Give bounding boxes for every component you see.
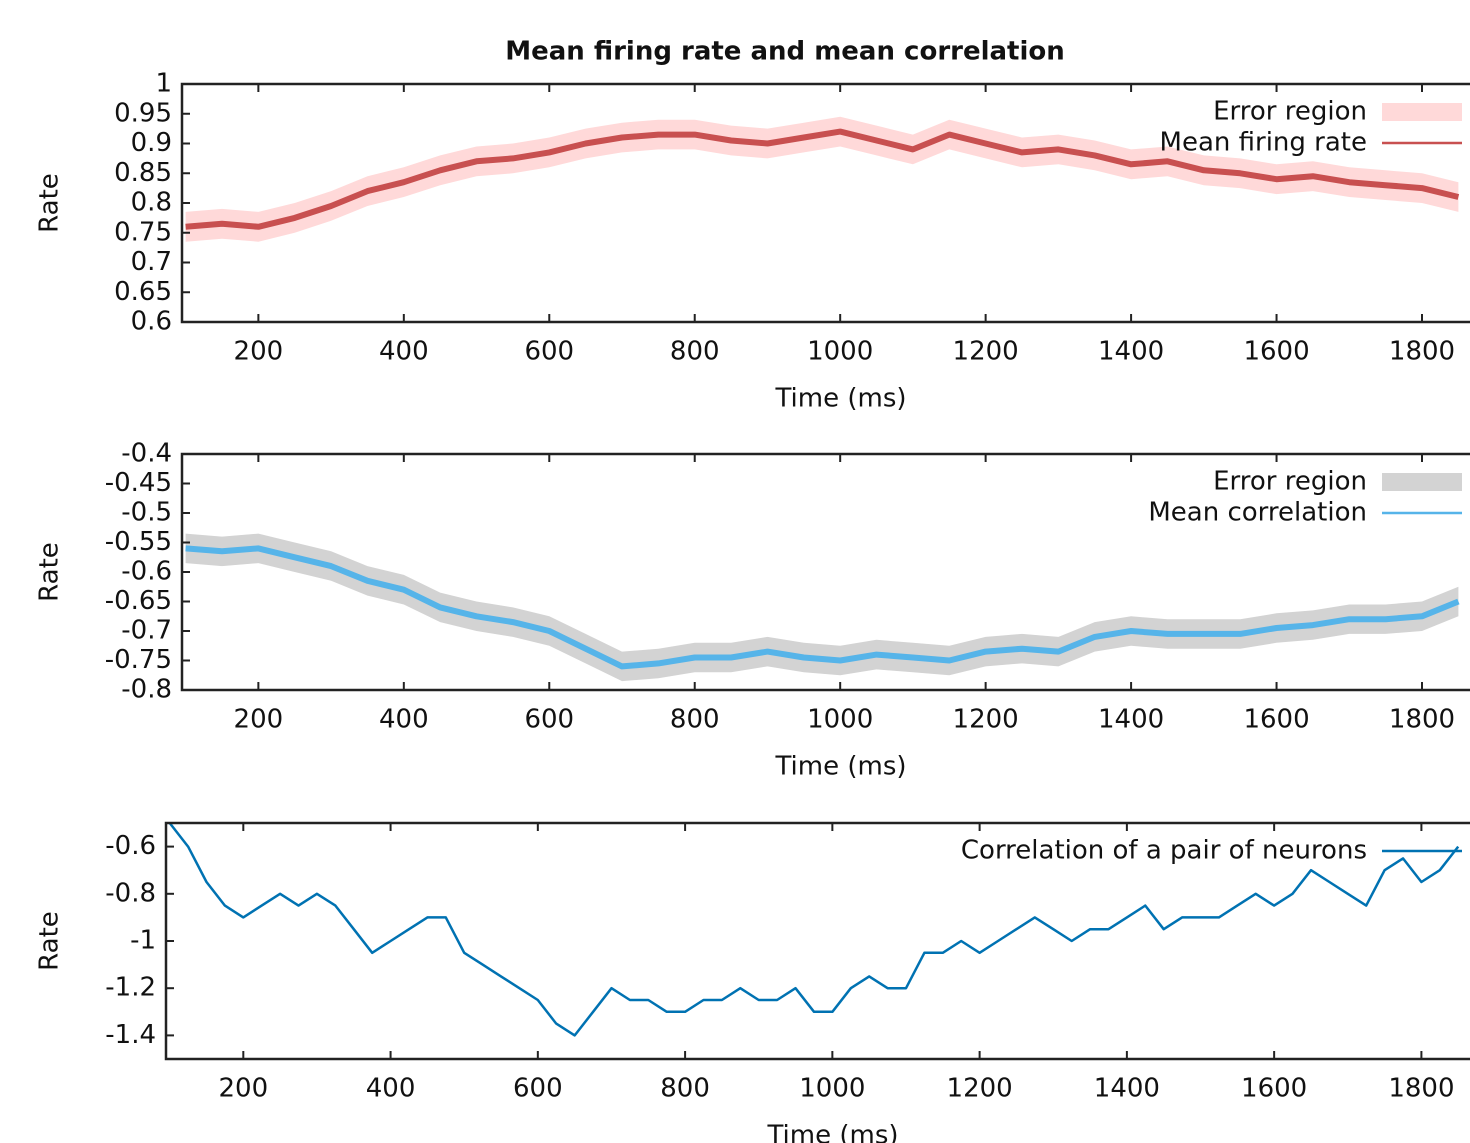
y-tick-label: -0.6 — [105, 831, 156, 861]
legend-swatch — [1382, 103, 1462, 121]
legend-label: Error region — [1213, 97, 1367, 127]
x-tick-label: 1200 — [947, 1074, 1013, 1104]
y-tick-label: -0.6 — [121, 557, 172, 587]
x-tick-label: 400 — [379, 705, 429, 735]
y-tick-label: 0.75 — [114, 217, 172, 247]
y-tick-label: -0.55 — [105, 527, 172, 557]
x-tick-label: 800 — [670, 337, 720, 367]
y-tick-label: 0.85 — [114, 158, 172, 188]
chart-title: Mean firing rate and mean correlation — [505, 37, 1065, 67]
plot-area — [168, 823, 1460, 1037]
x-tick-label: 400 — [366, 1074, 416, 1104]
legend-label: Correlation of a pair of neurons — [961, 836, 1367, 866]
x-tick-label: 1800 — [1388, 1074, 1454, 1104]
y-tick-label: -0.8 — [121, 675, 172, 705]
x-tick-label: 1600 — [1243, 337, 1309, 367]
y-tick-label: -0.45 — [105, 468, 172, 498]
y-axis-label: Rate — [35, 173, 65, 233]
x-tick-label: 400 — [379, 337, 429, 367]
legend-label: Mean firing rate — [1160, 128, 1367, 158]
y-tick-label: -0.5 — [121, 498, 172, 528]
y-tick-label: -0.4 — [121, 439, 172, 469]
x-tick-label: 1200 — [953, 337, 1019, 367]
x-tick-label: 1000 — [807, 337, 873, 367]
x-tick-label: 1400 — [1098, 705, 1164, 735]
y-tick-label: 0.8 — [131, 188, 172, 218]
plot-area — [185, 533, 1460, 682]
y-tick-label: 0.7 — [131, 247, 172, 277]
error-band — [185, 116, 1459, 242]
y-tick-label: -1.4 — [105, 1020, 156, 1050]
data-layer — [185, 116, 1460, 242]
error-band — [185, 533, 1459, 682]
y-tick-label: -0.7 — [121, 616, 172, 646]
x-tick-label: 800 — [670, 705, 720, 735]
x-tick-label: 600 — [524, 337, 574, 367]
data-line — [185, 545, 1460, 670]
x-tick-label: 1400 — [1094, 1074, 1160, 1104]
legend-label: Mean correlation — [1148, 498, 1367, 528]
x-tick-label: 800 — [660, 1074, 710, 1104]
x-tick-label: 1400 — [1098, 337, 1164, 367]
x-axis-label: Time (ms) — [766, 1121, 898, 1143]
data-line — [168, 823, 1460, 1037]
y-tick-label: -1.2 — [105, 973, 156, 1003]
x-axis-label: Time (ms) — [774, 752, 906, 782]
x-axis-label: Time (ms) — [774, 384, 906, 414]
x-tick-label: 1800 — [1389, 337, 1455, 367]
x-tick-label: 600 — [524, 705, 574, 735]
data-layer — [168, 823, 1460, 1037]
plot-area — [185, 116, 1460, 242]
x-tick-label: 1600 — [1243, 705, 1309, 735]
x-tick-label: 600 — [513, 1074, 563, 1104]
data-line — [185, 128, 1460, 230]
y-tick-label: 1 — [155, 69, 172, 99]
x-tick-label: 200 — [234, 705, 284, 735]
y-tick-label: -1 — [130, 926, 156, 956]
y-tick-label: -0.65 — [105, 586, 172, 616]
y-axis-label: Rate — [35, 911, 65, 971]
y-tick-label: -0.8 — [105, 878, 156, 908]
legend-swatch — [1382, 473, 1462, 491]
y-tick-label: 0.65 — [114, 277, 172, 307]
data-layer — [185, 533, 1460, 682]
x-tick-label: 1200 — [953, 705, 1019, 735]
x-tick-label: 1600 — [1241, 1074, 1307, 1104]
x-tick-label: 1000 — [799, 1074, 865, 1104]
y-axis-label: Rate — [35, 542, 65, 602]
y-tick-label: 0.6 — [131, 307, 172, 337]
y-tick-label: 0.9 — [131, 128, 172, 158]
x-tick-label: 200 — [218, 1074, 268, 1104]
y-tick-label: -0.75 — [105, 645, 172, 675]
x-tick-label: 1000 — [807, 705, 873, 735]
y-tick-label: 0.95 — [114, 98, 172, 128]
x-tick-label: 1800 — [1389, 705, 1455, 735]
x-tick-label: 200 — [234, 337, 284, 367]
legend-label: Error region — [1213, 467, 1367, 497]
